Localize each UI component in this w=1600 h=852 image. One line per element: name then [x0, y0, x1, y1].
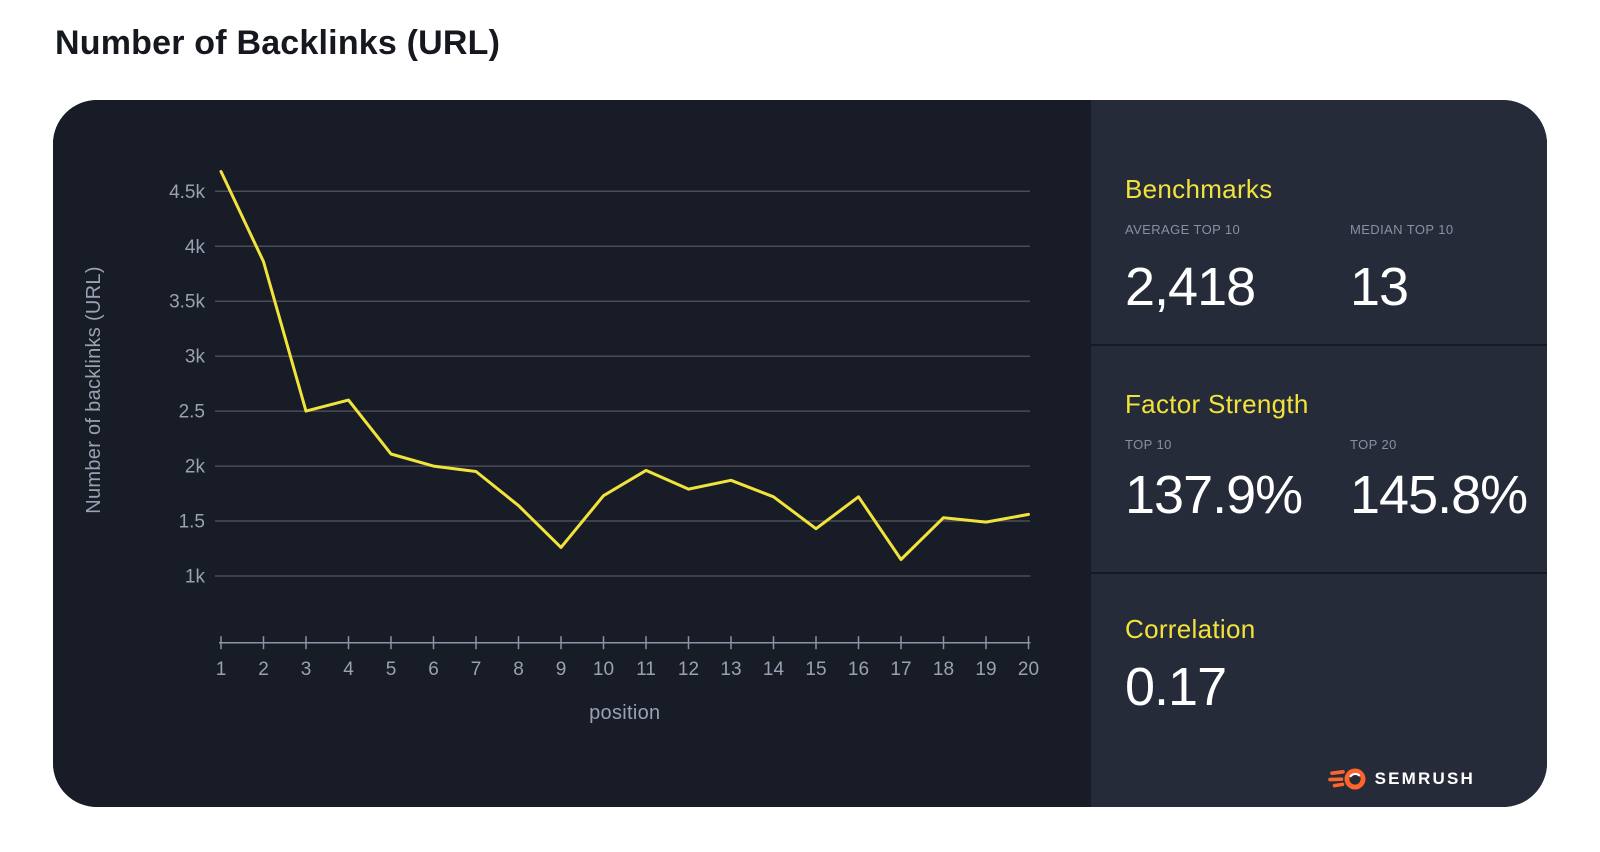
stats-sidebar: Benchmarks AVERAGE TOP 10 2,418 MEDIAN T… [1091, 100, 1547, 807]
x-axis-title: position [589, 702, 660, 724]
svg-text:2k: 2k [185, 457, 206, 478]
svg-text:17: 17 [890, 659, 911, 680]
y-axis-labels: 4.5k 4k 3.5k 3k 2.5 2k 1.5 1k [169, 182, 205, 588]
metric-value: 0.17 [1125, 657, 1227, 717]
svg-text:2.5: 2.5 [179, 402, 205, 423]
svg-text:14: 14 [763, 659, 785, 680]
svg-text:4: 4 [343, 659, 354, 680]
svg-text:13: 13 [720, 659, 741, 680]
metric-value: 13 [1350, 257, 1409, 317]
svg-text:18: 18 [933, 659, 954, 680]
benchmarks-heading: Benchmarks [1125, 174, 1273, 204]
metric-top-10: TOP 10 137.9% [1125, 419, 1350, 524]
metric-value: 137.9% [1125, 465, 1303, 525]
svg-text:19: 19 [975, 659, 996, 680]
metric-value: 145.8% [1350, 465, 1528, 525]
factor-strength-heading: Factor Strength [1125, 389, 1309, 419]
report-panel: 4.5k 4k 3.5k 3k 2.5 2k 1.5 1k 1 2 3 4 5 6 7 8 9 10 11 12 13 1… [53, 100, 1547, 807]
metric-correlation: 0.17 [1125, 658, 1350, 716]
metric-median-top-10: MEDIAN TOP 10 13 [1350, 204, 1540, 316]
factor-strength-section: Factor Strength TOP 10 137.9% TOP 20 145… [1091, 344, 1547, 572]
svg-text:1.5: 1.5 [179, 512, 205, 533]
svg-text:4.5k: 4.5k [169, 182, 205, 203]
svg-text:12: 12 [678, 659, 699, 680]
svg-text:20: 20 [1018, 659, 1039, 680]
factor-strength-metrics: TOP 10 137.9% TOP 20 145.8% [1125, 419, 1547, 524]
svg-text:5: 5 [386, 659, 397, 680]
metric-average-top-10: AVERAGE TOP 10 2,418 [1125, 204, 1350, 316]
svg-text:3.5k: 3.5k [169, 292, 205, 313]
svg-text:3: 3 [301, 659, 312, 680]
svg-text:7: 7 [471, 659, 482, 680]
chart-area: 4.5k 4k 3.5k 3k 2.5 2k 1.5 1k 1 2 3 4 5 6 7 8 9 10 11 12 13 1… [53, 100, 1091, 807]
backlinks-series-line [219, 170, 1030, 561]
svg-text:8: 8 [513, 659, 524, 680]
semrush-flame-icon [1327, 768, 1366, 790]
svg-text:1k: 1k [185, 567, 206, 588]
metric-label: AVERAGE TOP 10 [1125, 222, 1241, 237]
correlation-section: Correlation 0.17 [1091, 572, 1547, 805]
metric-label: TOP 20 [1350, 437, 1397, 452]
x-axis-labels: 1 2 3 4 5 6 7 8 9 10 11 12 13 14 15 16 17 18 19 20 [216, 659, 1039, 680]
metric-top-20: TOP 20 145.8% [1350, 419, 1540, 524]
metric-value: 2,418 [1125, 257, 1256, 317]
svg-text:9: 9 [556, 659, 567, 680]
semrush-logo: SEMRUSH [1327, 765, 1475, 793]
svg-text:11: 11 [636, 659, 656, 680]
x-axis [219, 636, 1031, 650]
y-axis-title: Number of backlinks (URL) [83, 266, 105, 514]
benchmarks-metrics: AVERAGE TOP 10 2,418 MEDIAN TOP 10 13 [1125, 204, 1547, 316]
semrush-logo-text: SEMRUSH [1374, 769, 1475, 788]
svg-text:1: 1 [216, 659, 227, 680]
metric-label: TOP 10 [1125, 437, 1172, 452]
svg-text:2: 2 [258, 659, 269, 680]
svg-text:15: 15 [805, 659, 826, 680]
svg-text:10: 10 [593, 659, 614, 680]
benchmarks-section: Benchmarks AVERAGE TOP 10 2,418 MEDIAN T… [1091, 100, 1547, 344]
gridlines [215, 190, 1030, 577]
correlation-heading: Correlation [1125, 614, 1256, 644]
svg-text:6: 6 [428, 659, 439, 680]
metric-label: MEDIAN TOP 10 [1350, 222, 1454, 237]
svg-text:16: 16 [848, 659, 869, 680]
svg-text:4k: 4k [185, 237, 206, 258]
svg-text:3k: 3k [185, 347, 206, 368]
page-title: Number of Backlinks (URL) [55, 24, 501, 62]
